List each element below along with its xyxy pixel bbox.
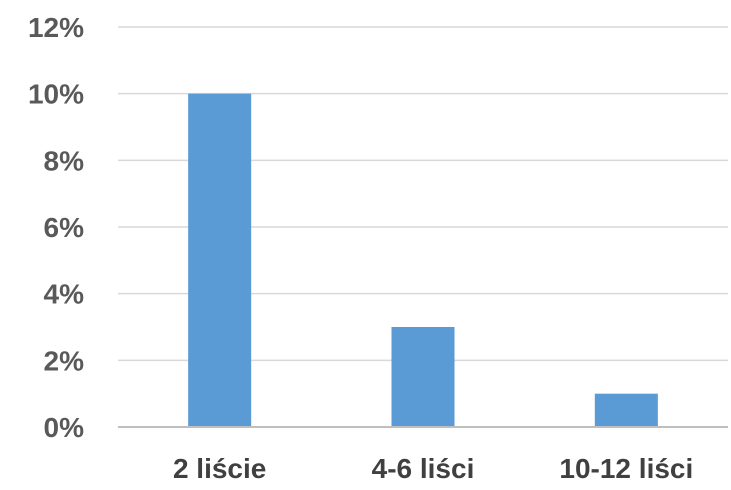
y-axis-tick-labels: 0% 2% 4% 6% 8% 10% 12%: [28, 12, 84, 443]
category-label: 10-12 liści: [559, 453, 693, 484]
y-tick-label: 12%: [28, 12, 84, 43]
y-tick-label: 6%: [44, 212, 85, 243]
y-tick-label: 10%: [28, 79, 84, 110]
bars: [188, 93, 658, 428]
y-tick-label: 8%: [44, 145, 85, 176]
bar: [594, 393, 658, 427]
category-label: 4-6 liści: [372, 453, 475, 484]
category-labels: 2 liście 4-6 liści 10-12 liści: [173, 453, 693, 484]
y-tick-label: 2%: [44, 345, 85, 376]
bar: [188, 93, 252, 428]
bar: [391, 327, 455, 427]
y-tick-label: 0%: [44, 412, 85, 443]
category-label: 2 liście: [173, 453, 266, 484]
y-tick-label: 4%: [44, 279, 85, 310]
